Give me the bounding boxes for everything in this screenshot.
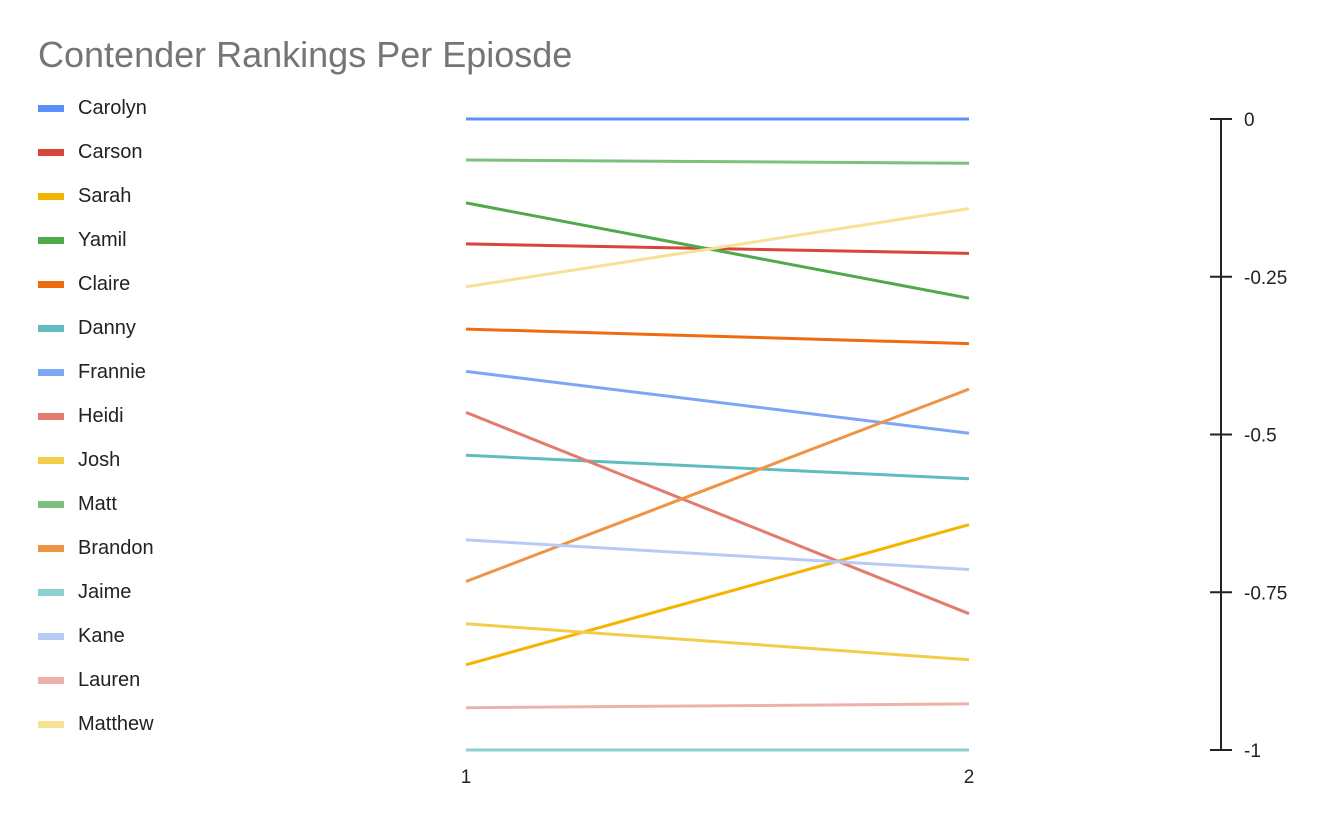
chart-title: Contender Rankings Per Epiosde [38, 34, 573, 75]
legend-label: Yamil [78, 228, 127, 251]
legend-item-matt[interactable]: Matt [38, 492, 117, 516]
legend-item-josh[interactable]: Josh [38, 448, 120, 472]
legend-item-frannie[interactable]: Frannie [38, 360, 146, 384]
legend-item-lauren[interactable]: Lauren [38, 668, 140, 692]
series-layer [465, 117, 970, 752]
legend-label: Brandon [78, 536, 154, 559]
legend-label: Josh [78, 448, 121, 471]
series-line-kane[interactable] [465, 538, 970, 571]
legend-item-jaime[interactable]: Jaime [38, 580, 131, 604]
legend-swatch [38, 500, 64, 508]
y-tick-label: -0.25 [1244, 268, 1287, 289]
legend-label: Jaime [78, 580, 132, 603]
legend-label: Claire [78, 272, 131, 295]
series-line-matthew[interactable] [465, 207, 970, 289]
y-tick-label: 0 [1244, 110, 1255, 131]
legend-label: Sarah [78, 184, 132, 207]
series-line-yamil[interactable] [465, 201, 970, 300]
legend-item-carson[interactable]: Carson [38, 140, 142, 164]
legend-item-heidi[interactable]: Heidi [38, 404, 124, 428]
legend-label: Carson [78, 140, 143, 163]
legend-label: Kane [78, 624, 125, 647]
series-line-heidi[interactable] [465, 411, 970, 616]
y-tick-label: -0.75 [1244, 583, 1287, 604]
series-line-danny[interactable] [465, 453, 970, 481]
series-line-matt[interactable] [465, 158, 970, 165]
x-tick-label: 1 [461, 767, 472, 788]
legend-swatch [38, 456, 64, 464]
legend-swatch [38, 236, 64, 244]
y-axis: 0 -0.25 -0.5 -0.75 -1 [1210, 110, 1287, 762]
legend-label: Carolyn [78, 96, 147, 119]
y-tick-label: -0.5 [1244, 426, 1277, 447]
legend-swatch [38, 588, 64, 596]
legend-swatch [38, 280, 64, 288]
series-line-josh[interactable] [465, 622, 970, 662]
series-line-claire[interactable] [465, 327, 970, 346]
legend-swatch [38, 544, 64, 552]
legend-swatch [38, 192, 64, 200]
series-line-frannie[interactable] [465, 369, 970, 435]
legend-label: Heidi [78, 404, 124, 427]
legend-label: Danny [78, 316, 136, 339]
legend-item-danny[interactable]: Danny [38, 316, 136, 340]
legend-label: Matt [78, 492, 117, 515]
legend-item-matthew[interactable]: Matthew [38, 712, 154, 736]
series-line-sarah[interactable] [465, 523, 970, 667]
legend-label: Matthew [78, 712, 154, 735]
legend-item-kane[interactable]: Kane [38, 624, 125, 648]
legend-label: Frannie [78, 360, 146, 383]
legend-item-carolyn[interactable]: Carolyn [38, 96, 147, 120]
legend-swatch [38, 148, 64, 156]
series-line-brandon[interactable] [465, 387, 970, 583]
legend-swatch [38, 632, 64, 640]
legend-label: Lauren [78, 668, 141, 691]
legend-swatch [38, 368, 64, 376]
x-tick-label: 2 [964, 767, 975, 788]
legend-item-yamil[interactable]: Yamil [38, 228, 127, 252]
legend-swatch [38, 412, 64, 420]
legend-swatch [38, 676, 64, 684]
legend-item-claire[interactable]: Claire [38, 272, 130, 296]
legend-swatch [38, 324, 64, 332]
series-line-lauren[interactable] [465, 702, 970, 710]
legend-item-brandon[interactable]: Brandon [38, 536, 154, 560]
legend-swatch [38, 720, 64, 728]
y-tick-label: -1 [1244, 741, 1261, 762]
legend-swatch [38, 104, 64, 112]
legend-item-sarah[interactable]: Sarah [38, 184, 131, 208]
